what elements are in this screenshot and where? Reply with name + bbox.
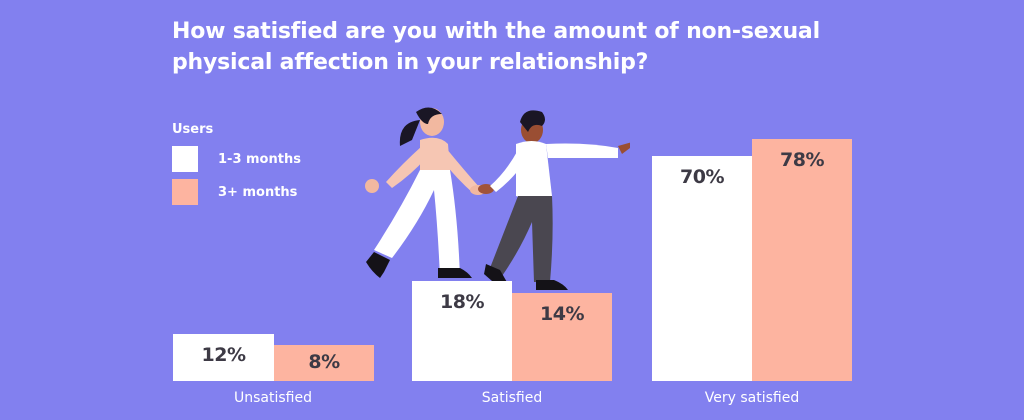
bar-unsatisfied-1-3-months: 12% [173,334,274,381]
bar-satisfied-1-3-months: 18% [412,281,512,381]
legend-title: Users [172,122,214,137]
bar-value: 70% [680,166,724,188]
chart-title: How satisfied are you with the amount of… [172,19,820,75]
bar-value: 8% [308,351,340,373]
category-label-very-satisfied: Very satisfied [704,390,800,406]
bar-very-satisfied-3-plus-months: 78% [752,139,852,381]
couple-illustration-icon [350,100,632,300]
bar-value: 18% [440,291,484,313]
bar-satisfied-3-plus-months: 14% [512,293,612,381]
legend-swatch-peach [172,179,198,205]
legend-label: 1-3 months [218,151,301,167]
legend-item-3-plus-months: 3+ months [172,179,301,205]
legend-item-1-3-months: 1-3 months [172,146,301,172]
bar-value: 12% [201,344,246,366]
bar-unsatisfied-3-plus-months: 8% [274,345,374,381]
bar-very-satisfied-1-3-months: 70% [652,156,752,381]
category-label-satisfied: Satisfied [481,390,543,406]
legend: Users 1-3 months 3+ months [172,122,301,212]
legend-label: 3+ months [218,184,298,200]
legend-swatch-white [172,146,198,172]
category-label-unsatisfied: Unsatisfied [234,390,312,406]
bar-value: 78% [780,149,824,171]
bar-value: 14% [540,303,584,325]
